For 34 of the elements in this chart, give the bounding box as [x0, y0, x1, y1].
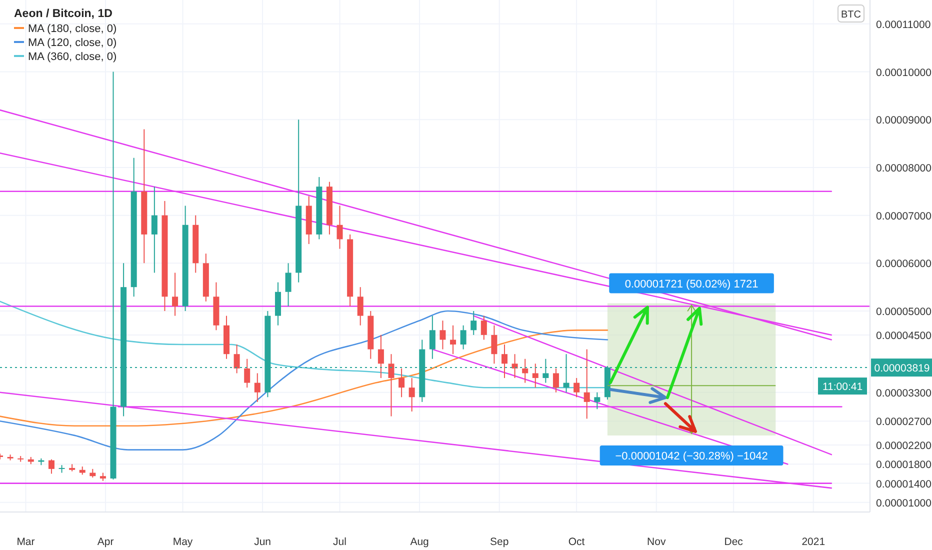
x-tick-label: Nov [647, 536, 666, 548]
x-tick-label: Jul [333, 536, 346, 548]
legend-label: MA (180, close, 0) [28, 23, 117, 35]
x-tick-label: Oct [568, 536, 585, 548]
annotation: BTC [841, 10, 861, 20]
y-tick-label: 0.00001400 [876, 478, 932, 490]
legend-label: MA (360, close, 0) [28, 51, 117, 63]
x-tick-label: Mar [16, 536, 36, 548]
annotation: 11:00:41 [822, 381, 863, 394]
y-tick-label: 0.00011000 [876, 18, 931, 31]
x-tick-label: Sep [490, 536, 509, 548]
y-tick-label: 0.00002200 [876, 440, 932, 452]
y-tick-label: 0.00001000 [876, 497, 932, 510]
y-tick-label: 0.00007000 [876, 210, 932, 222]
y-tick-label: 0.00010000 [876, 66, 932, 79]
x-tick-label: 2021 [802, 536, 826, 548]
x-tick-label: May [172, 536, 194, 548]
x-tick-label: Dec [724, 536, 743, 548]
x-tick-label: Jun [254, 536, 272, 548]
text: Aeon / Bitcoin, 1D [14, 8, 112, 20]
y-tick-label: 0.00008000 [876, 162, 932, 174]
y-tick-label: 0.00002700 [876, 416, 932, 428]
x-tick-label: Aug [410, 536, 430, 548]
y-tick-label: 0.00006000 [876, 258, 932, 270]
y-tick-label: 0.00005000 [876, 306, 932, 318]
y-tick-label: 0.00009000 [876, 114, 932, 127]
legend-label: MA (120, close, 0) [28, 37, 117, 49]
annotation: 0.00001721 (50.02%) 1721 [624, 278, 758, 290]
ref-line-label: 0.00003819 [874, 362, 930, 375]
y-tick-label: 0.00004500 [876, 330, 932, 342]
x-tick-label: Apr [97, 536, 114, 548]
y-tick-label: 0.00003300 [876, 387, 932, 400]
y-tick-label: 0.00001800 [876, 459, 932, 472]
annotation: −0.00001042 (−30.28%) −1042 [615, 450, 768, 462]
